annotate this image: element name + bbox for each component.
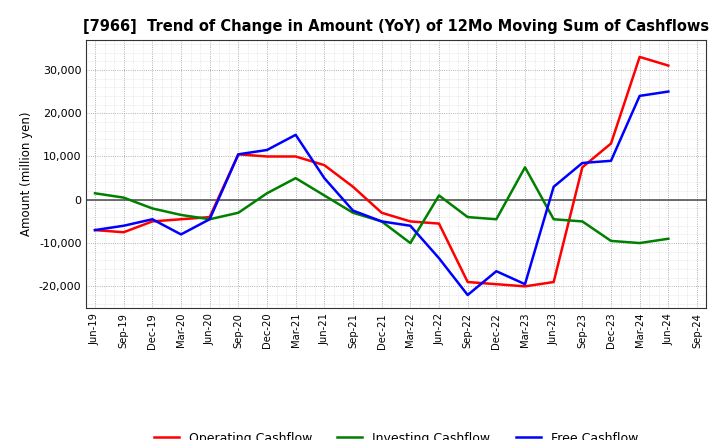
Free Cashflow — [91, 227, 99, 233]
Operating Cashflow — [549, 279, 558, 285]
Free Cashflow — [120, 223, 128, 228]
Operating Cashflow — [348, 184, 357, 190]
Investing Cashflow — [607, 238, 616, 244]
Operating Cashflow — [91, 227, 99, 233]
Operating Cashflow — [521, 284, 529, 289]
Investing Cashflow — [578, 219, 587, 224]
Operating Cashflow — [176, 216, 185, 222]
Free Cashflow — [320, 176, 328, 181]
Free Cashflow — [406, 223, 415, 228]
Investing Cashflow — [263, 191, 271, 196]
Operating Cashflow — [664, 63, 672, 68]
Free Cashflow — [607, 158, 616, 163]
Title: [7966]  Trend of Change in Amount (YoY) of 12Mo Moving Sum of Cashflows: [7966] Trend of Change in Amount (YoY) o… — [83, 19, 709, 34]
Line: Free Cashflow: Free Cashflow — [95, 92, 668, 295]
Legend: Operating Cashflow, Investing Cashflow, Free Cashflow: Operating Cashflow, Investing Cashflow, … — [149, 427, 643, 440]
Operating Cashflow — [578, 165, 587, 170]
Operating Cashflow — [464, 279, 472, 285]
Operating Cashflow — [635, 54, 644, 59]
Investing Cashflow — [377, 219, 386, 224]
Free Cashflow — [521, 282, 529, 287]
Investing Cashflow — [205, 216, 214, 222]
Operating Cashflow — [377, 210, 386, 216]
Operating Cashflow — [234, 152, 243, 157]
Operating Cashflow — [120, 230, 128, 235]
Operating Cashflow — [435, 221, 444, 226]
Investing Cashflow — [292, 176, 300, 181]
Free Cashflow — [578, 160, 587, 165]
Free Cashflow — [348, 208, 357, 213]
Operating Cashflow — [607, 141, 616, 146]
Operating Cashflow — [492, 282, 500, 287]
Investing Cashflow — [464, 214, 472, 220]
Free Cashflow — [435, 256, 444, 261]
Operating Cashflow — [406, 219, 415, 224]
Free Cashflow — [635, 93, 644, 99]
Investing Cashflow — [91, 191, 99, 196]
Investing Cashflow — [549, 216, 558, 222]
Investing Cashflow — [664, 236, 672, 242]
Operating Cashflow — [263, 154, 271, 159]
Y-axis label: Amount (million yen): Amount (million yen) — [20, 112, 33, 236]
Investing Cashflow — [120, 195, 128, 200]
Investing Cashflow — [492, 216, 500, 222]
Free Cashflow — [292, 132, 300, 137]
Free Cashflow — [263, 147, 271, 153]
Operating Cashflow — [148, 219, 157, 224]
Free Cashflow — [234, 152, 243, 157]
Investing Cashflow — [320, 193, 328, 198]
Investing Cashflow — [234, 210, 243, 216]
Line: Operating Cashflow: Operating Cashflow — [95, 57, 668, 286]
Free Cashflow — [176, 232, 185, 237]
Line: Investing Cashflow: Investing Cashflow — [95, 167, 668, 243]
Free Cashflow — [492, 268, 500, 274]
Free Cashflow — [464, 292, 472, 297]
Investing Cashflow — [148, 206, 157, 211]
Free Cashflow — [664, 89, 672, 94]
Investing Cashflow — [348, 210, 357, 216]
Operating Cashflow — [292, 154, 300, 159]
Operating Cashflow — [320, 162, 328, 168]
Operating Cashflow — [205, 214, 214, 220]
Free Cashflow — [377, 219, 386, 224]
Free Cashflow — [205, 216, 214, 222]
Investing Cashflow — [435, 193, 444, 198]
Free Cashflow — [549, 184, 558, 190]
Investing Cashflow — [635, 240, 644, 246]
Investing Cashflow — [406, 240, 415, 246]
Free Cashflow — [148, 216, 157, 222]
Investing Cashflow — [176, 212, 185, 217]
Investing Cashflow — [521, 165, 529, 170]
